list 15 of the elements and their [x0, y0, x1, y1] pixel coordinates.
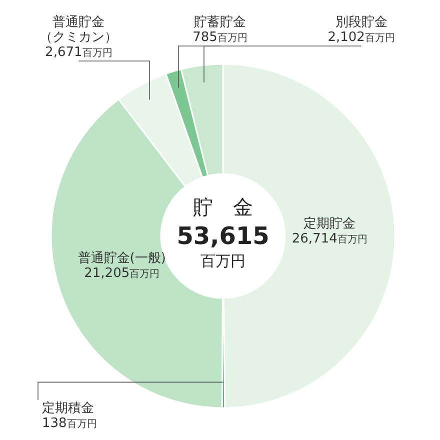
data-label: 21,205百万円 — [84, 266, 160, 281]
slice-label: 定期貯金 — [304, 216, 356, 232]
data-label: 785百万円 — [192, 30, 248, 45]
data-label: 26,714百万円 — [292, 231, 368, 246]
text: 百万円 — [200, 252, 246, 270]
text: 貯 金 — [193, 195, 253, 219]
slice-label: 貯蓄貯金 — [194, 15, 246, 30]
text: 53,615 — [176, 222, 270, 250]
slice-label: 別段貯金 — [335, 15, 388, 30]
data-label: 2,671百万円 — [45, 45, 112, 60]
slice-label: 普通貯金（クミカン） — [40, 14, 118, 45]
slice-label: 定期積金 — [42, 401, 94, 416]
slice-label: 普通貯金(一般) — [78, 250, 166, 266]
data-label: 2,102百万円 — [328, 30, 395, 45]
data-label: 138百万円 — [42, 416, 97, 431]
